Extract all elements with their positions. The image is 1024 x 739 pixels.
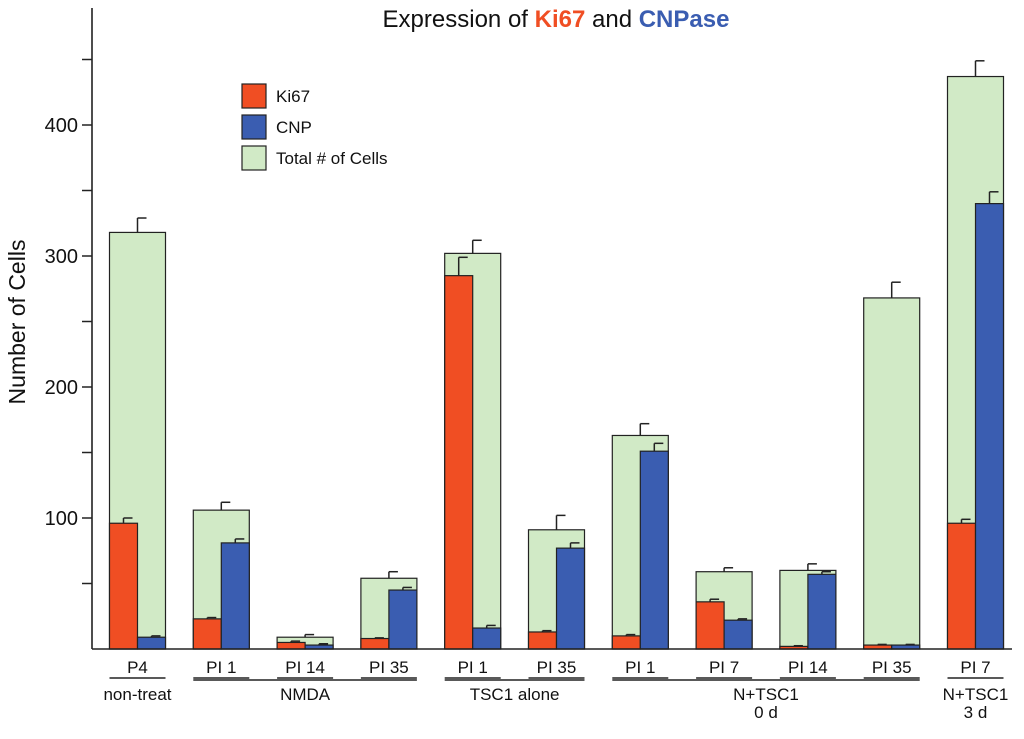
axes-layer: 100 200 300 400 [45, 8, 1012, 650]
group-label-0-0: non-treat [103, 685, 171, 704]
chart-title-middle: and [585, 6, 638, 33]
bar-ki67-5 [527, 631, 558, 650]
group-label-2-0: TSC1 alone [470, 685, 560, 704]
bar-cnp-0 [136, 636, 167, 650]
legend-swatch-cnp [241, 114, 267, 140]
chart-title-ki67: Ki67 [535, 6, 586, 33]
group-label-4-0: N+TSC1 [943, 685, 1009, 704]
bar-total-9 [863, 297, 921, 650]
category-label-7: PI 7 [709, 658, 739, 677]
y-tick-label-1: 200 [45, 377, 78, 399]
bar-cnp-8 [807, 573, 837, 650]
category-label-5: PI 35 [537, 658, 577, 677]
chart-title-prefix: Expression of [383, 6, 535, 33]
bar-ki67-4 [444, 275, 474, 650]
bar-ki67-0 [108, 522, 139, 650]
category-label-6: PI 1 [625, 658, 655, 677]
legend-swatch-ki67 [241, 83, 267, 109]
legend-label-total: Total # of Cells [276, 149, 388, 168]
category-label-4: PI 1 [458, 658, 488, 677]
bar-cnp-7 [723, 619, 753, 650]
legend-swatch-total [241, 145, 267, 171]
group-label-4-1: 3 d [964, 703, 988, 722]
y-tick-label-2: 300 [45, 246, 78, 268]
bars-layer [108, 60, 1005, 650]
bar-cnp-10 [974, 203, 1005, 650]
bar-ki67-2 [276, 641, 306, 650]
legend: Ki67 CNP Total # of Cells [241, 83, 388, 171]
legend-label-cnp: CNP [276, 118, 312, 137]
chart-title-cnpase: CNPase [639, 6, 730, 33]
category-label-9: PI 35 [872, 658, 912, 677]
group-label-3-0: N+TSC1 [733, 685, 799, 704]
category-label-3: PI 35 [369, 658, 409, 677]
bar-cnp-6 [639, 450, 669, 650]
bar-cnp-3 [388, 589, 418, 650]
category-label-2: PI 14 [285, 658, 325, 677]
y-tick-label-3: 400 [45, 115, 78, 137]
category-label-10: PI 7 [960, 658, 990, 677]
y-axis-title: Number of Cells [4, 240, 30, 405]
group-label-1-0: NMDA [280, 685, 331, 704]
legend-label-ki67: Ki67 [276, 87, 310, 106]
bar-cnp-4 [472, 627, 502, 650]
category-label-1: PI 1 [206, 658, 236, 677]
bar-ki67-7 [695, 601, 725, 650]
bar-cnp-5 [555, 547, 586, 650]
bar-cnp-1 [220, 542, 250, 650]
bar-ki67-1 [192, 618, 222, 650]
category-label-0: P4 [127, 658, 148, 677]
category-label-8: PI 14 [788, 658, 828, 677]
group-label-3-1: 0 d [754, 703, 778, 722]
bar-ki67-10 [946, 522, 977, 650]
category-labels: P4 PI 1 PI 14 PI 35 PI 1 PI 35 PI 1 PI 7 PI 14 PI… [109, 658, 1004, 679]
y-tick-label-0: 100 [45, 508, 78, 530]
chart-title: Expression of Ki67 and CNPase [383, 6, 730, 33]
bar-ki67-3 [360, 637, 390, 650]
bar-ki67-6 [611, 635, 641, 650]
